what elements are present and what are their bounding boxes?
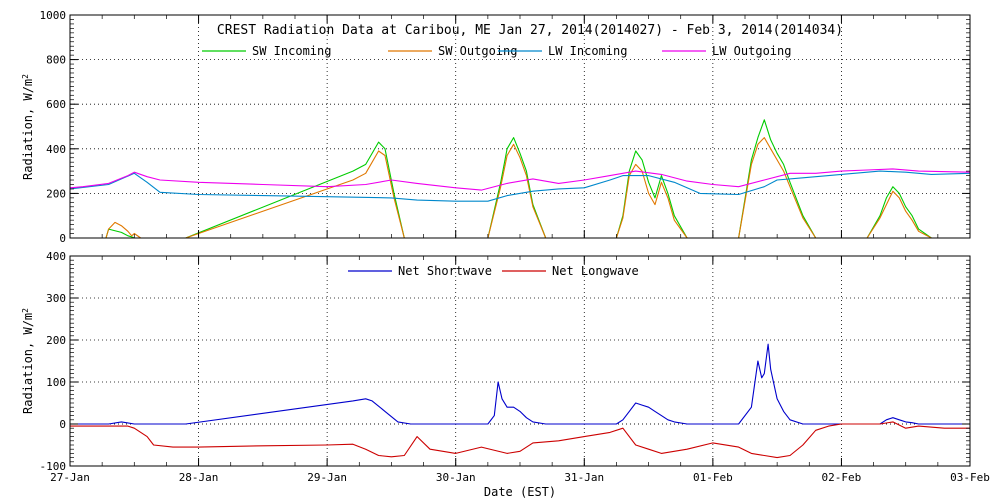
y-tick-label: 600 xyxy=(46,98,66,111)
y-tick-label: -100 xyxy=(40,460,67,473)
x-axis-label: Date (EST) xyxy=(484,485,556,499)
x-tick-label: 31-Jan xyxy=(564,471,604,484)
y-tick-label: 400 xyxy=(46,250,66,263)
y-tick-label: 1000 xyxy=(40,9,67,22)
x-tick-label: 29-Jan xyxy=(307,471,347,484)
legend-label-lw_in: LW Incoming xyxy=(548,44,627,58)
y-tick-label: 800 xyxy=(46,54,66,67)
y-axis-label: Radiation, W/m2 xyxy=(21,74,35,180)
series-line-net_lw xyxy=(70,421,970,459)
legend-label-lw_out: LW Outgoing xyxy=(712,44,791,58)
legend-label-net_sw: Net Shortwave xyxy=(398,264,492,278)
series-line-sw_in xyxy=(70,119,970,239)
x-tick-label: 03-Feb xyxy=(950,471,990,484)
series-line-lw_in xyxy=(69,170,971,202)
y-tick-label: 300 xyxy=(46,292,66,305)
x-tick-label: 30-Jan xyxy=(436,471,476,484)
plot-frame xyxy=(69,255,971,467)
series-lines xyxy=(69,119,971,459)
y-tick-label: 0 xyxy=(59,232,66,245)
y-tick-label: 200 xyxy=(46,334,66,347)
axis-ticks xyxy=(69,14,971,467)
y-tick-label: 200 xyxy=(46,187,66,200)
legend-label-sw_in: SW Incoming xyxy=(252,44,331,58)
plot-frame xyxy=(69,14,971,239)
legend-label-net_lw: Net Longwave xyxy=(552,264,639,278)
y-tick-label: 400 xyxy=(46,143,66,156)
y-tick-label: 0 xyxy=(59,418,66,431)
chart-text: CREST Radiation Data at Caribou, ME Jan … xyxy=(21,9,990,499)
series-line-net_sw xyxy=(70,343,970,425)
legend-label-sw_out: SW Outgoing xyxy=(438,44,517,58)
x-tick-label: 02-Feb xyxy=(822,471,862,484)
plot-frames xyxy=(69,14,971,467)
y-axis-label: Radiation, W/m2 xyxy=(21,308,35,414)
x-tick-label: 28-Jan xyxy=(179,471,219,484)
x-tick-label: 01-Feb xyxy=(693,471,733,484)
y-tick-label: 100 xyxy=(46,376,66,389)
series-line-lw_out xyxy=(69,168,971,191)
x-tick-label: 27-Jan xyxy=(50,471,90,484)
chart-title: CREST Radiation Data at Caribou, ME Jan … xyxy=(217,23,843,38)
grid-lines xyxy=(70,15,970,466)
